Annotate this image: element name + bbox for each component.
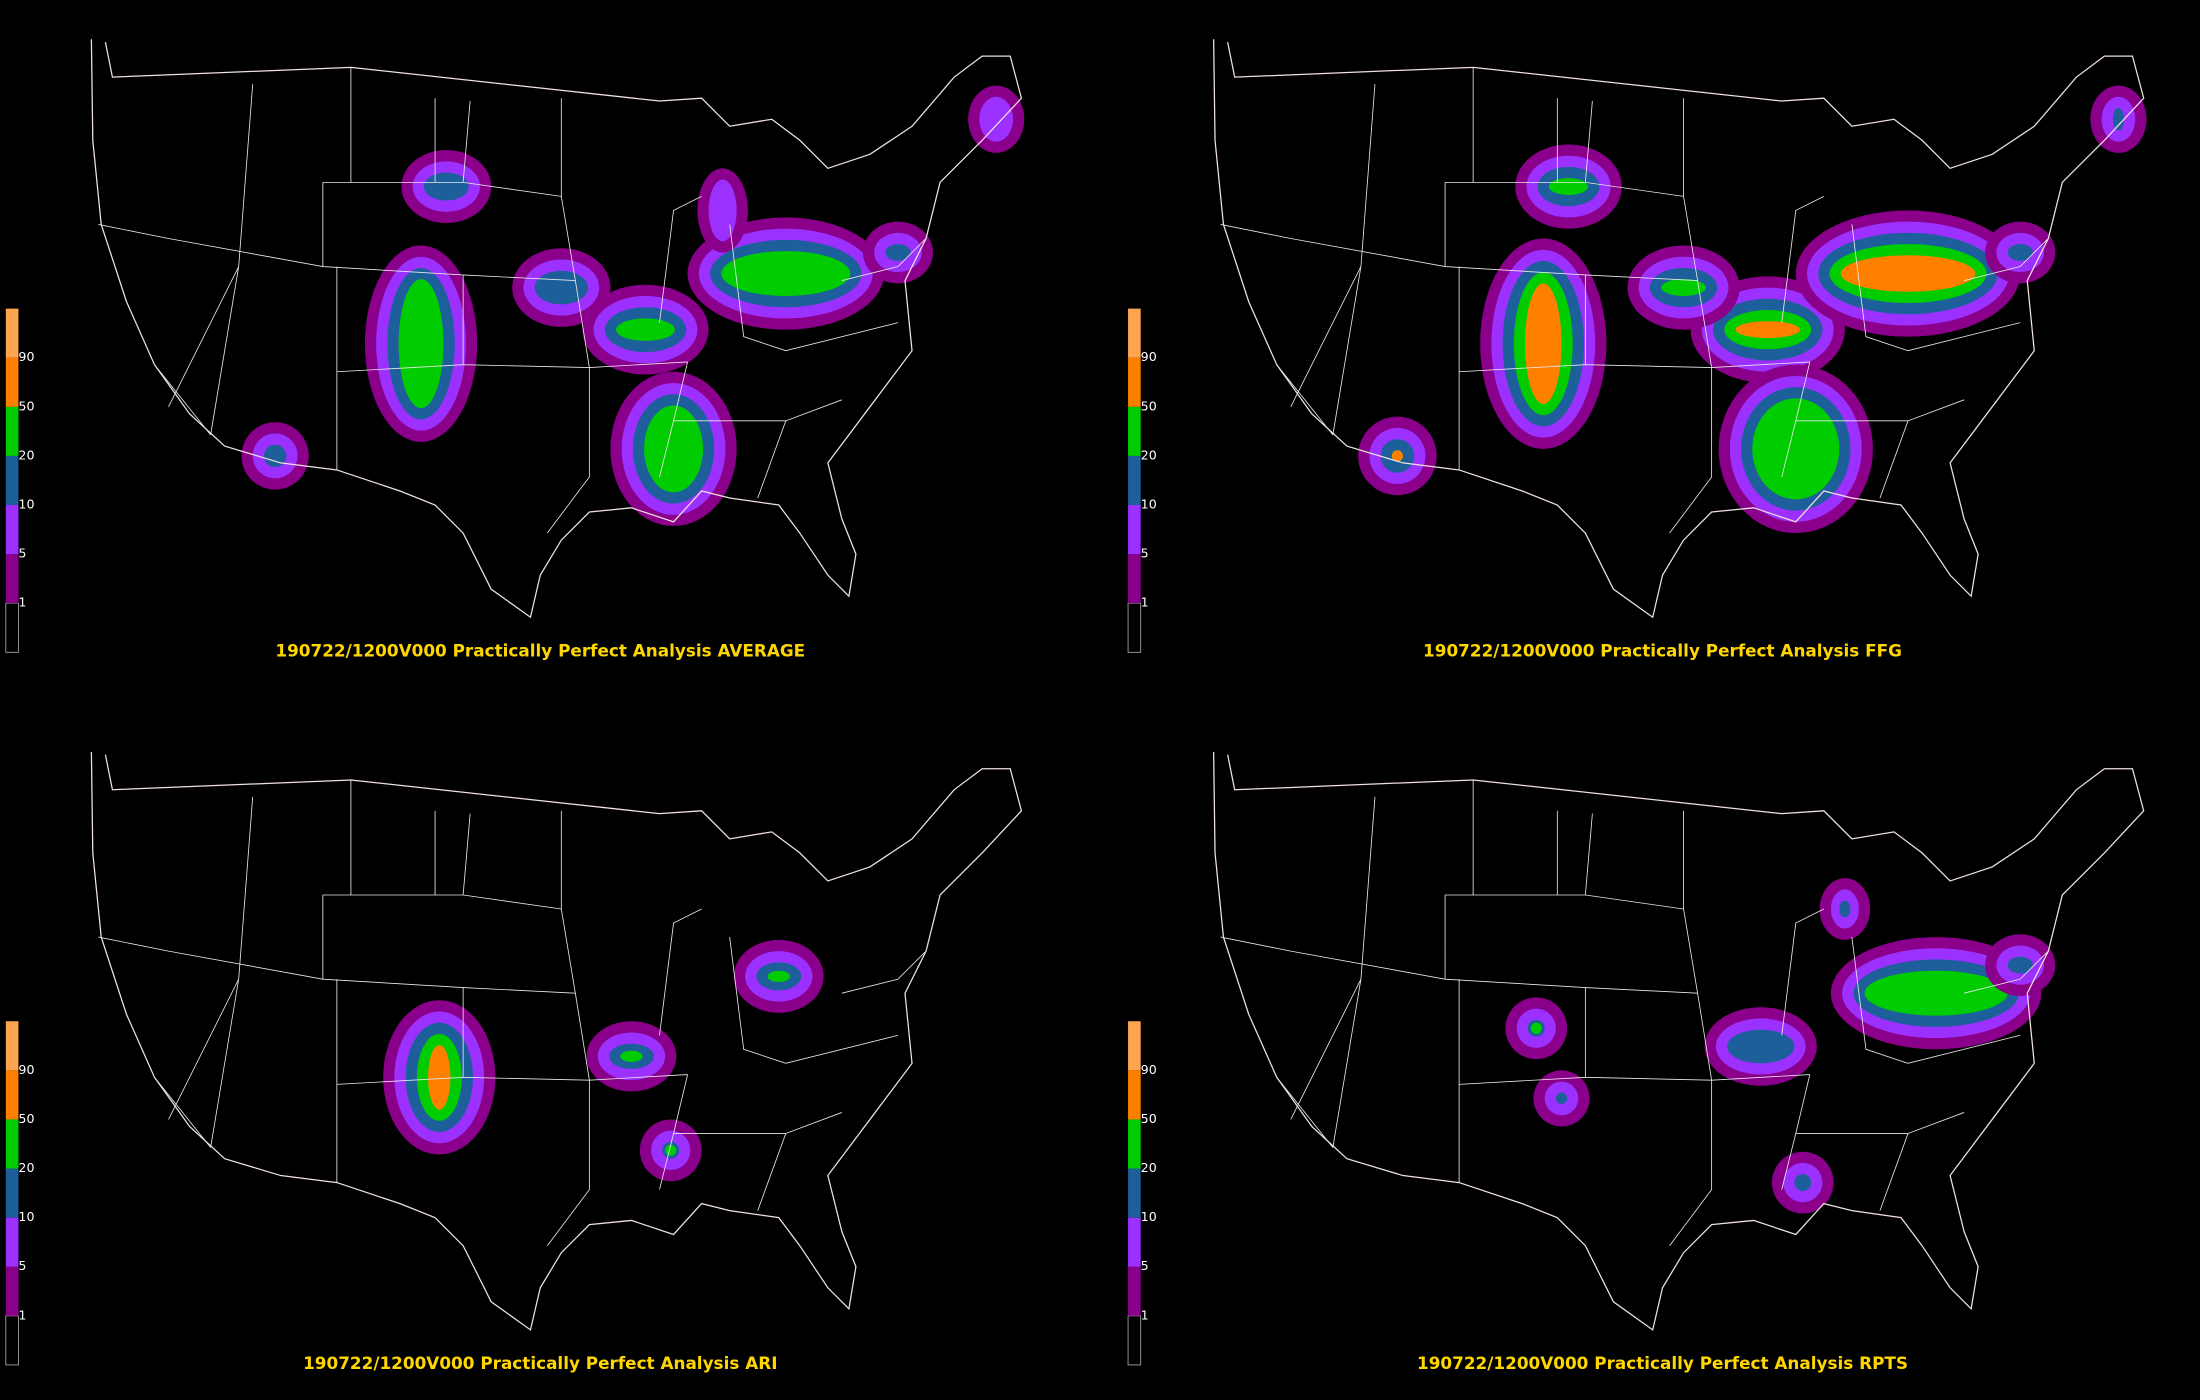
- contour: [1839, 900, 1851, 918]
- contour: [1735, 321, 1800, 339]
- legend-swatch: [1127, 1315, 1142, 1366]
- legend-swatch: [5, 357, 19, 407]
- legend-swatch: [5, 1266, 19, 1316]
- legend-swatch: [5, 554, 19, 604]
- legend-label: 5: [18, 546, 26, 561]
- legend-swatch: [1128, 1021, 1141, 1071]
- legend-label: 1: [18, 595, 26, 610]
- legend-label: 20: [1141, 447, 1157, 462]
- legend-swatch: [1128, 455, 1141, 506]
- contour: [620, 1050, 643, 1062]
- legend-label: 20: [1141, 1160, 1157, 1175]
- legend-label: 90: [18, 349, 34, 364]
- legend-swatch: [1128, 357, 1141, 407]
- legend-swatch: [1128, 1070, 1141, 1120]
- contour: [885, 244, 911, 261]
- contour: [2007, 244, 2033, 261]
- legend-label: 1: [18, 1307, 26, 1322]
- contour: [665, 1144, 677, 1156]
- legend-label: 90: [1141, 1062, 1157, 1077]
- panel-title: 190722/1200V000 Practically Perfect Anal…: [303, 1353, 777, 1373]
- panel-title: 190722/1200V000 Practically Perfect Anal…: [275, 641, 805, 661]
- legend-label: 90: [18, 1062, 34, 1077]
- map-panel: 190722/1200V000 Practically Perfect Anal…: [5, 751, 1023, 1373]
- contour: [1864, 970, 2008, 1016]
- contour: [644, 405, 704, 493]
- legend-swatch: [1128, 406, 1141, 456]
- legend-label: 10: [1141, 1209, 1157, 1224]
- contour: [2112, 108, 2125, 131]
- legend-swatch: [5, 505, 19, 555]
- legend-swatch: [1128, 1217, 1141, 1267]
- legend-label: 10: [18, 1209, 34, 1224]
- contour: [1727, 1029, 1795, 1064]
- panel-title: 190722/1200V000 Practically Perfect Anal…: [1417, 1353, 1908, 1373]
- legend-swatch: [1128, 505, 1141, 555]
- contour: [1530, 1022, 1542, 1034]
- legend-label: 5: [1141, 546, 1149, 561]
- legend-swatch: [1128, 554, 1141, 604]
- legend-label: 50: [18, 1111, 34, 1126]
- legend-swatch: [5, 1119, 19, 1169]
- contour: [398, 279, 444, 409]
- contour: [616, 318, 675, 341]
- contour: [263, 444, 287, 468]
- us-map: [90, 751, 1023, 1331]
- contour: [1555, 1092, 1568, 1105]
- legend-swatch: [1128, 1119, 1141, 1169]
- legend-label: 5: [1141, 1258, 1149, 1273]
- legend-label: 1: [1141, 1307, 1149, 1322]
- contour: [721, 251, 851, 296]
- map-panel: 190722/1200V000 Practically Perfect Anal…: [1127, 751, 2145, 1373]
- contour: [1525, 283, 1562, 405]
- legend-label: 10: [18, 497, 34, 512]
- contour: [2007, 956, 2033, 974]
- legend: 1 5 10 20 50 90: [5, 1021, 34, 1366]
- legend-label: 50: [1141, 1111, 1157, 1126]
- legend-swatch: [5, 602, 19, 653]
- map-panel: 190722/1200V000 Practically Perfect Anal…: [1127, 38, 2147, 661]
- legend-swatch: [5, 1315, 19, 1366]
- legend-label: 5: [18, 1258, 26, 1273]
- us-map: [1212, 751, 2145, 1331]
- legend-swatch: [5, 1070, 19, 1120]
- legend-swatch: [1128, 1266, 1141, 1316]
- legend-label: 1: [1141, 595, 1149, 610]
- contour: [979, 96, 1014, 142]
- legend-label: 20: [18, 447, 34, 462]
- contour: [1840, 255, 1976, 292]
- legend-swatch: [1127, 602, 1142, 653]
- contour: [1752, 398, 1840, 500]
- legend-label: 20: [18, 1160, 34, 1175]
- legend: 1 5 10 20 50 90: [1127, 308, 1157, 653]
- legend-swatch: [5, 406, 19, 456]
- contour: [428, 1045, 451, 1110]
- legend-swatch: [1128, 308, 1141, 358]
- panel-title: 190722/1200V000 Practically Perfect Anal…: [1423, 641, 1902, 661]
- legend-label: 90: [1141, 349, 1157, 364]
- legend: 1 5 10 20 50 90: [5, 308, 34, 653]
- contour: [1548, 178, 1589, 195]
- contour: [423, 172, 469, 201]
- contour: [1661, 279, 1707, 296]
- legend-swatch: [1128, 1168, 1141, 1218]
- contour: [708, 179, 737, 242]
- legend-swatch: [5, 1021, 19, 1071]
- contour: [534, 270, 588, 305]
- legend-label: 10: [1141, 497, 1157, 512]
- legend-swatch: [5, 308, 19, 358]
- us-map: [90, 38, 1023, 618]
- map-panel: 190722/1200V000 Practically Perfect Anal…: [5, 38, 1025, 661]
- legend-swatch: [5, 1217, 19, 1267]
- contour: [1391, 450, 1404, 462]
- legend-label: 50: [18, 398, 34, 413]
- contour: [767, 970, 790, 982]
- contour: [1794, 1174, 1812, 1191]
- legend-label: 50: [1141, 398, 1157, 413]
- legend-swatch: [5, 1168, 19, 1218]
- legend: 1 5 10 20 50 90: [1127, 1021, 1157, 1366]
- legend-swatch: [5, 455, 19, 506]
